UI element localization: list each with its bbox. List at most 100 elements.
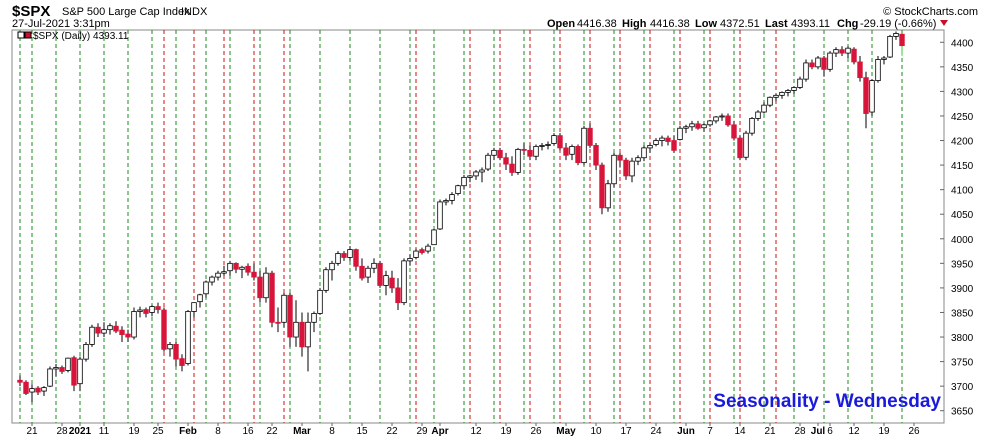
candle-body bbox=[47, 368, 53, 387]
candle-body bbox=[191, 302, 197, 312]
open-value: 4416.38 bbox=[577, 18, 617, 30]
candle-body bbox=[35, 387, 41, 393]
candle-body bbox=[281, 294, 287, 323]
candle-body bbox=[731, 124, 737, 139]
candle-body bbox=[431, 229, 437, 246]
candle-body bbox=[485, 154, 491, 170]
candle-body bbox=[605, 183, 611, 209]
x-tick-label: 7 bbox=[707, 426, 713, 437]
x-tick-label: 12 bbox=[848, 426, 860, 437]
candle-body bbox=[17, 379, 23, 383]
candle-body bbox=[101, 329, 107, 334]
candle-body bbox=[695, 123, 701, 129]
x-tick-label: 14 bbox=[734, 426, 746, 437]
y-tick-label: 4350 bbox=[951, 63, 974, 74]
candle-body bbox=[197, 294, 203, 303]
candle-body bbox=[239, 266, 245, 270]
y-tick-label: 3750 bbox=[951, 358, 974, 369]
high-value: 4416.38 bbox=[650, 18, 690, 30]
x-tick-label: 22 bbox=[266, 426, 278, 437]
candle-body bbox=[851, 48, 857, 63]
candle-body bbox=[665, 137, 671, 142]
candle-body bbox=[575, 146, 581, 164]
candle-body bbox=[323, 269, 329, 291]
candle-body bbox=[677, 127, 683, 140]
candle-body bbox=[233, 262, 239, 270]
low-label: Low bbox=[695, 18, 717, 30]
down-arrow-icon bbox=[940, 20, 948, 26]
candle-body bbox=[857, 61, 863, 79]
candle-body bbox=[383, 275, 389, 286]
symbol: $SPX bbox=[12, 3, 50, 20]
candle-body bbox=[131, 311, 137, 338]
candle-body bbox=[899, 33, 905, 47]
candle-body bbox=[275, 321, 281, 324]
y-tick-label: 3800 bbox=[951, 333, 974, 344]
candle-body bbox=[209, 276, 215, 283]
x-tick-label: 25 bbox=[152, 426, 164, 437]
candle-body bbox=[23, 381, 29, 394]
ohlc-stats: Open 4416.38 High 4416.38 Low 4372.51 La… bbox=[547, 18, 948, 30]
x-tick-label: 26 bbox=[530, 426, 542, 437]
y-axis: 3650 3700 3750 3800 3850 3900 3950 4000 4050 4100… bbox=[940, 38, 974, 418]
candle-body bbox=[221, 271, 227, 274]
candle-body bbox=[635, 157, 641, 162]
candle-body bbox=[755, 111, 761, 119]
low-value: 4372.51 bbox=[720, 18, 760, 30]
candle-body bbox=[227, 262, 233, 272]
candle-body bbox=[497, 149, 503, 159]
candle-body bbox=[161, 309, 167, 350]
candle-body bbox=[293, 321, 299, 338]
candle-body bbox=[509, 163, 515, 173]
candle-body bbox=[83, 343, 89, 360]
candle-body bbox=[863, 77, 869, 114]
open-label: Open bbox=[547, 18, 575, 30]
chg-label: Chg bbox=[837, 18, 858, 30]
candle-body bbox=[629, 160, 635, 177]
x-tick-label: 17 bbox=[620, 426, 632, 437]
candle-body bbox=[77, 358, 83, 385]
x-tick-label: 8 bbox=[215, 426, 221, 437]
y-tick-label: 3900 bbox=[951, 284, 974, 295]
x-tick-label: 21 bbox=[764, 426, 776, 437]
candle-body bbox=[365, 267, 371, 278]
candle-body bbox=[269, 272, 275, 323]
candle-body bbox=[767, 96, 773, 106]
last-label: Last bbox=[765, 18, 788, 30]
x-tick-label: 29 bbox=[416, 426, 428, 437]
candle-body bbox=[875, 59, 881, 81]
x-tick-label: 21 bbox=[26, 426, 38, 437]
x-tick-label: 15 bbox=[356, 426, 368, 437]
candle-body bbox=[869, 80, 875, 113]
candle-body bbox=[701, 124, 707, 129]
y-tick-label: 4000 bbox=[951, 235, 974, 246]
candle-body bbox=[653, 140, 659, 145]
candle-body bbox=[245, 265, 251, 273]
candle-body bbox=[479, 169, 485, 173]
candle-body bbox=[587, 127, 593, 146]
candle-body bbox=[251, 271, 257, 278]
legend: $SPX (Daily) 4393.11 bbox=[17, 31, 129, 42]
candle-body bbox=[671, 140, 677, 151]
x-tick-label: 28 bbox=[794, 426, 806, 437]
candle-body bbox=[473, 171, 479, 177]
candle-body bbox=[623, 159, 629, 177]
x-tick-label: Jul bbox=[811, 426, 826, 437]
candle-body bbox=[617, 154, 623, 161]
candle-body bbox=[95, 326, 101, 334]
candle-body bbox=[113, 325, 119, 332]
x-tick-label: 10 bbox=[590, 426, 602, 437]
candle-body bbox=[659, 137, 665, 141]
candle-body bbox=[551, 135, 557, 144]
candle-body bbox=[557, 135, 563, 149]
candlesticks bbox=[17, 31, 905, 403]
x-tick-label: 19 bbox=[500, 426, 512, 437]
x-tick-label: 22 bbox=[386, 426, 398, 437]
high-label: High bbox=[622, 18, 647, 30]
x-tick-label: 24 bbox=[650, 426, 662, 437]
candle-body bbox=[299, 321, 305, 348]
candle-body bbox=[425, 245, 431, 252]
y-tick-label: 4050 bbox=[951, 210, 974, 221]
candle-body bbox=[599, 164, 605, 209]
